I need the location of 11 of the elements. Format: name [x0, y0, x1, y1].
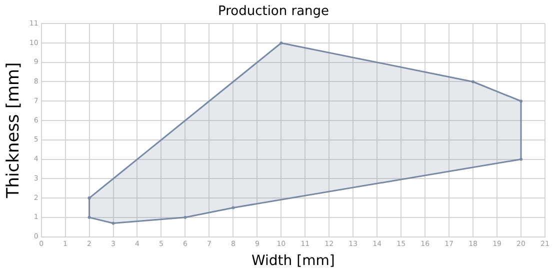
point — [472, 80, 475, 84]
point — [280, 41, 283, 44]
point — [232, 206, 235, 210]
chart-title: Production range — [218, 4, 330, 20]
x-axis-title: Width [mm] — [251, 253, 335, 270]
y-axis-title: Thickness [mm] — [4, 62, 24, 200]
point — [88, 216, 91, 219]
point — [520, 100, 523, 103]
point — [112, 222, 115, 225]
point — [520, 158, 523, 161]
point — [184, 216, 187, 219]
